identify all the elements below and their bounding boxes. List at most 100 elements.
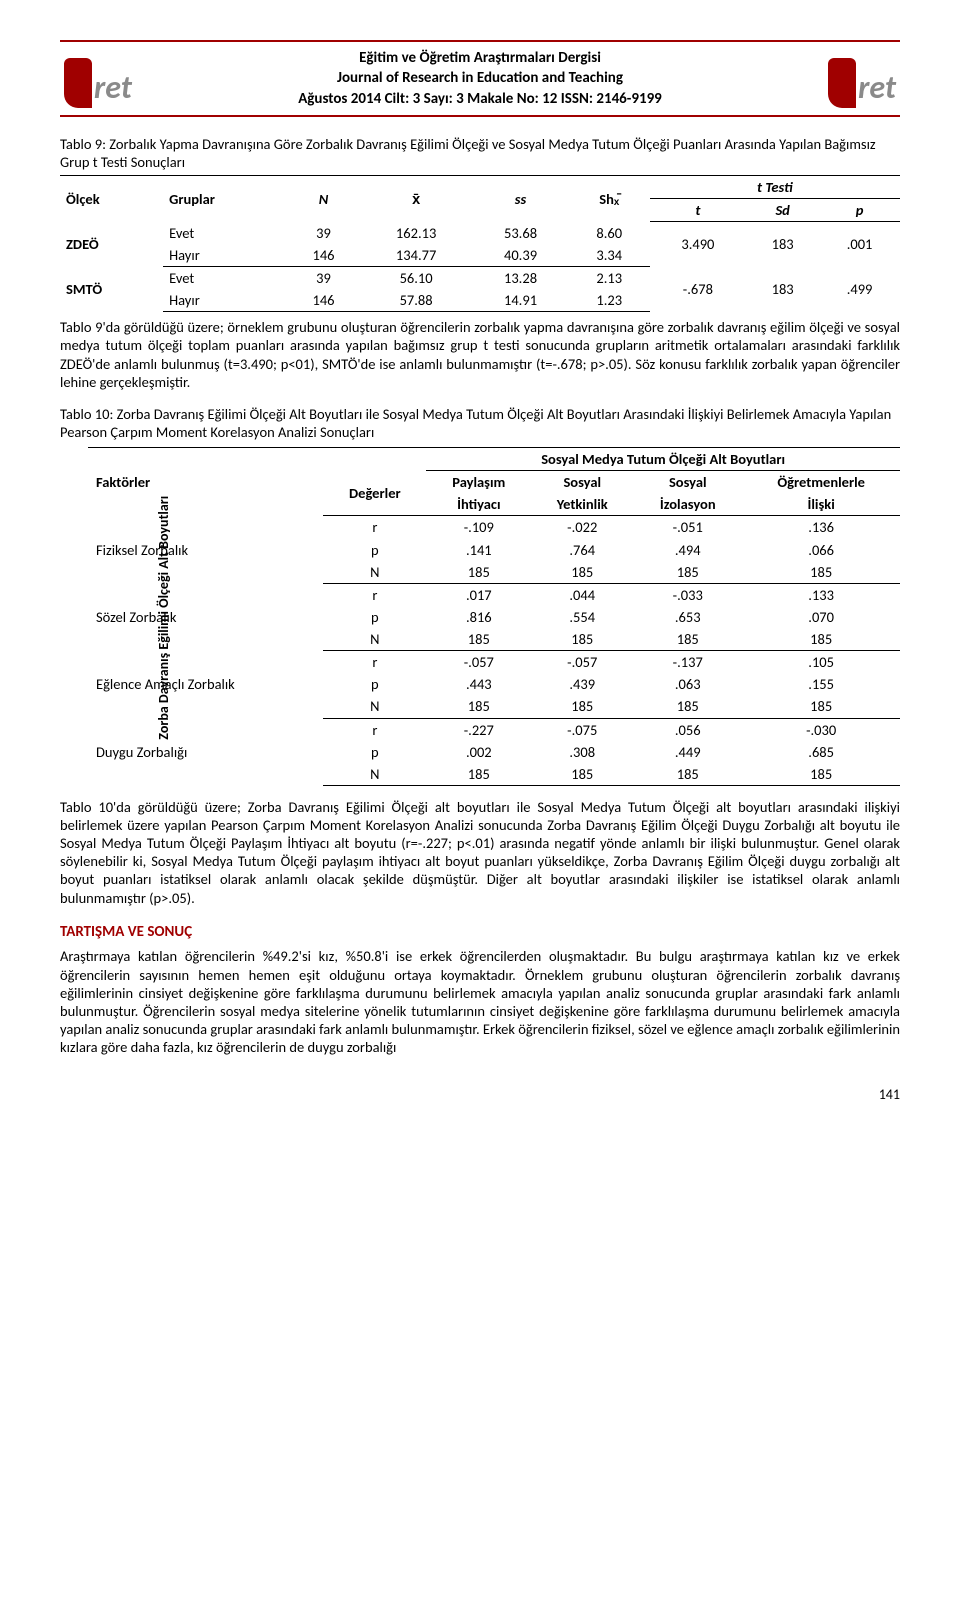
t10-row: Eğlence Amaçlı Zorbalıkr-.057-.057-.137.… — [88, 651, 900, 674]
t9-ss: 14.91 — [472, 289, 569, 312]
t10-h-c3b: İzolasyon — [633, 493, 742, 516]
t10-val-label: p — [323, 539, 426, 561]
table10-side-label: Zorba Davranış Eğilimi Ölçeği Alt Boyutl… — [155, 496, 173, 740]
t10-cell: -.022 — [531, 516, 633, 539]
logo-right: ret — [806, 48, 896, 108]
t10-cell: .155 — [742, 673, 900, 695]
t10-row: Fiziksel Zorbalıkr-.109-.022-.051.136 — [88, 516, 900, 539]
t9-h-sd: Sd — [746, 199, 819, 222]
logo-text-right: ret — [858, 68, 896, 108]
t10-cell: 185 — [426, 628, 531, 651]
logo-left: ret — [64, 48, 154, 108]
t10-factor-name: Fiziksel Zorbalık — [88, 516, 323, 583]
header-title-block: Eğitim ve Öğretim Araştırmaları Dergisi … — [298, 48, 662, 109]
table9-caption: Tablo 9: Zorbalık Yapma Davranışına Göre… — [60, 135, 900, 171]
t10-cell: .017 — [426, 583, 531, 606]
t10-cell: -.075 — [531, 718, 633, 741]
t9-ss: 13.28 — [472, 267, 569, 290]
paragraph-after-t9: Tablo 9'da görüldüğü üzere; örneklem gru… — [60, 318, 900, 391]
t10-cell: 185 — [531, 763, 633, 786]
t10-factor-name: Eğlence Amaçlı Zorbalık — [88, 651, 323, 718]
t10-cell: .439 — [531, 673, 633, 695]
t10-val-label: r — [323, 516, 426, 539]
table10-caption: Tablo 10: Zorba Davranış Eğilimi Ölçeği … — [60, 405, 900, 441]
t9-h-t: t — [650, 199, 747, 222]
table10-wrapper: Zorba Davranış Eğilimi Ölçeği Alt Boyutl… — [60, 447, 900, 786]
t10-cell: -.109 — [426, 516, 531, 539]
t9-grup: Evet — [163, 222, 287, 244]
t10-val-label: r — [323, 651, 426, 674]
t10-cell: 185 — [633, 695, 742, 718]
t10-cell: 185 — [531, 695, 633, 718]
t10-cell: 185 — [633, 628, 742, 651]
t10-cell: .066 — [742, 539, 900, 561]
t9-olcek: ZDEÖ — [60, 222, 163, 267]
t10-cell: 185 — [426, 561, 531, 584]
t9-grup: Evet — [163, 267, 287, 290]
t10-cell: .443 — [426, 673, 531, 695]
t10-val-label: p — [323, 741, 426, 763]
t10-cell: .653 — [633, 606, 742, 628]
t10-cell: .764 — [531, 539, 633, 561]
t10-cell: .554 — [531, 606, 633, 628]
t10-val-label: p — [323, 673, 426, 695]
t10-cell: 185 — [742, 763, 900, 786]
t10-cell: -.227 — [426, 718, 531, 741]
t10-cell: 185 — [742, 628, 900, 651]
t9-h-p: p — [819, 199, 900, 222]
t10-cell: .133 — [742, 583, 900, 606]
t9-xbar: 56.10 — [360, 267, 472, 290]
t9-n: 146 — [287, 289, 360, 312]
t10-row: Duygu Zorbalığır-.227-.075.056-.030 — [88, 718, 900, 741]
t9-sh: 3.34 — [569, 244, 650, 267]
header-line-1: Eğitim ve Öğretim Araştırmaları Dergisi — [298, 48, 662, 68]
t10-row: Sözel Zorbalıkr.017.044-.033.133 — [88, 583, 900, 606]
t9-grup: Hayır — [163, 244, 287, 267]
t10-cell: .816 — [426, 606, 531, 628]
t10-val-label: r — [323, 718, 426, 741]
t10-cell: .308 — [531, 741, 633, 763]
t9-ss: 53.68 — [472, 222, 569, 244]
t9-h-xbar: x̄ — [360, 176, 472, 222]
t10-val-label: N — [323, 628, 426, 651]
logo-j-shape — [64, 58, 92, 108]
t10-h-c1a: Paylaşım — [426, 471, 531, 494]
t10-cell: 185 — [426, 763, 531, 786]
t10-h-c1b: İhtiyacı — [426, 493, 531, 516]
t10-cell: 185 — [531, 628, 633, 651]
t9-n: 39 — [287, 267, 360, 290]
t9-sh: 2.13 — [569, 267, 650, 290]
t9-sd: 183 — [746, 267, 819, 312]
logo-text-left: ret — [94, 68, 132, 108]
t10-cell: 185 — [531, 561, 633, 584]
t10-cell: .105 — [742, 651, 900, 674]
t10-h-c2b: Yetkinlik — [531, 493, 633, 516]
t9-p: .499 — [819, 267, 900, 312]
t10-h-sosyal-medya: Sosyal Medya Tutum Ölçeği Alt Boyutları — [426, 448, 900, 471]
t10-cell: .141 — [426, 539, 531, 561]
t9-h-gruplar: Gruplar — [163, 176, 287, 222]
t10-cell: .056 — [633, 718, 742, 741]
t9-xbar: 134.77 — [360, 244, 472, 267]
t10-factor-name: Duygu Zorbalığı — [88, 718, 323, 785]
section-heading: TARTIŞMA VE SONUÇ — [60, 923, 900, 942]
t9-t: 3.490 — [650, 222, 747, 267]
t10-cell: .136 — [742, 516, 900, 539]
t10-cell: .044 — [531, 583, 633, 606]
table9: Ölçek Gruplar N x̄ ss Shₓ̄ t Testi t Sd … — [60, 175, 900, 312]
t9-xbar: 162.13 — [360, 222, 472, 244]
t10-cell: .063 — [633, 673, 742, 695]
t10-cell: 185 — [742, 695, 900, 718]
header-line-2: Journal of Research in Education and Tea… — [298, 68, 662, 88]
t10-cell: .494 — [633, 539, 742, 561]
t10-val-label: r — [323, 583, 426, 606]
t10-factor-name: Sözel Zorbalık — [88, 583, 323, 650]
t9-ss: 40.39 — [472, 244, 569, 267]
paragraph-after-t10: Tablo 10'da görüldüğü üzere; Zorba Davra… — [60, 798, 900, 907]
t10-cell: .002 — [426, 741, 531, 763]
t10-h-c2a: Sosyal — [531, 471, 633, 494]
t10-cell: .070 — [742, 606, 900, 628]
t10-cell: -.030 — [742, 718, 900, 741]
t9-h-olcek: Ölçek — [60, 176, 163, 222]
t9-sh: 8.60 — [569, 222, 650, 244]
